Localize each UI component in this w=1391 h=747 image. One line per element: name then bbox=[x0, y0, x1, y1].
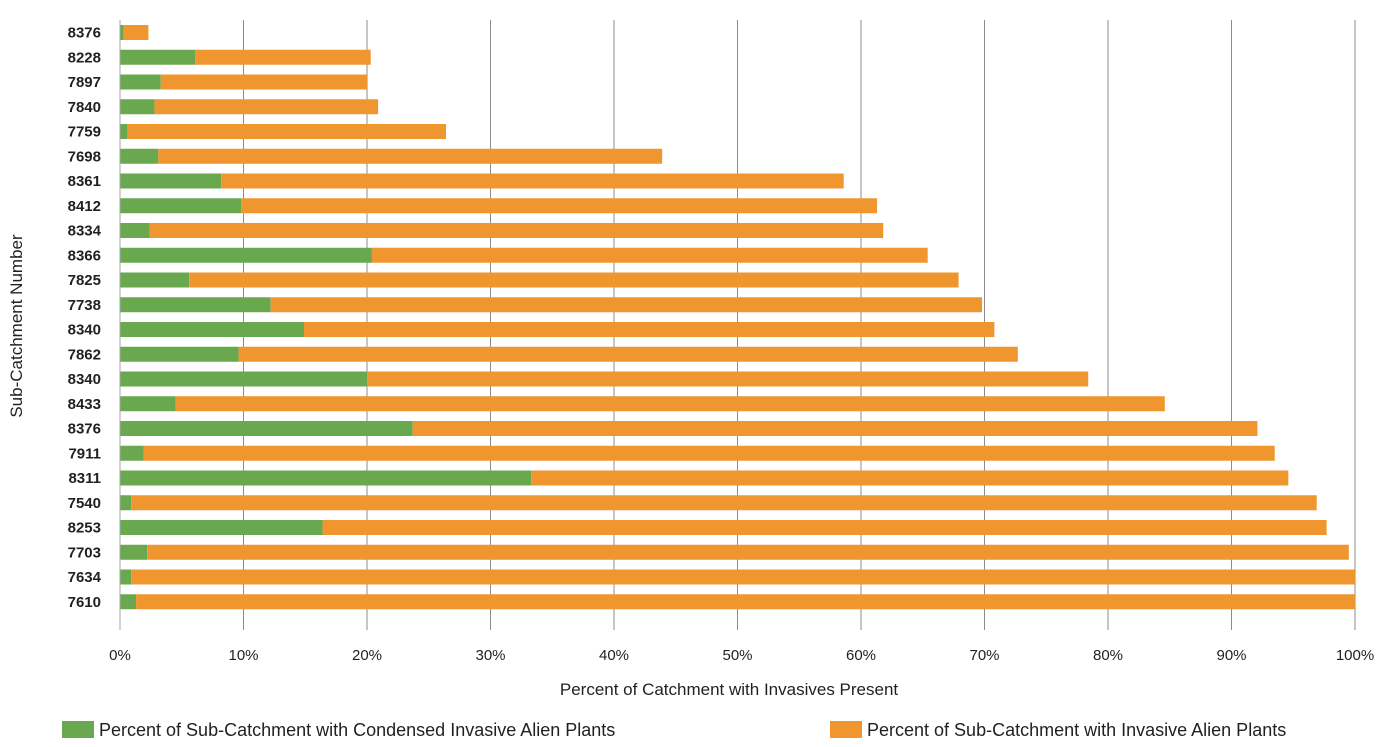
legend-swatch bbox=[62, 721, 94, 738]
bar-segment bbox=[371, 247, 928, 263]
bar-segment bbox=[120, 421, 413, 436]
bar-segment bbox=[175, 396, 1165, 412]
y-tick-label: 7897 bbox=[68, 74, 101, 91]
y-tick-label: 8334 bbox=[68, 223, 102, 240]
x-tick-label: 70% bbox=[969, 647, 999, 664]
bar-segment bbox=[195, 49, 371, 65]
y-tick-label: 8340 bbox=[68, 322, 101, 339]
y-tick-label: 8376 bbox=[68, 421, 101, 438]
bar-segment bbox=[154, 99, 379, 115]
y-tick-label: 7825 bbox=[68, 272, 101, 289]
y-tick-label: 8433 bbox=[68, 396, 101, 413]
x-tick-label: 60% bbox=[846, 647, 876, 664]
bar-segment bbox=[143, 445, 1275, 461]
x-tick-label: 100% bbox=[1336, 647, 1374, 664]
y-tick-label: 8340 bbox=[68, 371, 101, 388]
bar-segment bbox=[120, 49, 196, 65]
y-tick-label: 7703 bbox=[68, 544, 101, 561]
bar-segment bbox=[123, 25, 149, 40]
bar-segment bbox=[270, 297, 983, 313]
y-tick-label: 7911 bbox=[68, 445, 101, 462]
bars bbox=[120, 25, 1356, 610]
bar-segment bbox=[322, 520, 1327, 535]
y-tick-label: 7698 bbox=[68, 148, 101, 165]
bar-segment bbox=[120, 99, 155, 115]
bar-segment bbox=[120, 148, 159, 164]
y-tick-label: 8366 bbox=[68, 247, 101, 264]
bar-segment bbox=[120, 297, 271, 313]
bar-segment bbox=[238, 346, 1018, 362]
bar-segment bbox=[149, 223, 884, 238]
legend-swatch bbox=[830, 721, 862, 738]
bar-segment bbox=[531, 470, 1289, 486]
bar-segment bbox=[127, 124, 447, 139]
bar-segment bbox=[120, 25, 124, 40]
bar-segment bbox=[136, 594, 1356, 610]
bar-segment bbox=[120, 247, 372, 263]
bar-segment bbox=[241, 198, 878, 214]
bar-segment bbox=[147, 544, 1349, 560]
x-tick-label: 0% bbox=[109, 647, 131, 664]
x-tick-label: 40% bbox=[599, 647, 629, 664]
x-tick-label: 10% bbox=[228, 647, 258, 664]
x-tick-label: 80% bbox=[1093, 647, 1123, 664]
bar-segment bbox=[120, 198, 242, 214]
bar-segment bbox=[120, 544, 148, 560]
bar-segment bbox=[131, 569, 1356, 585]
bar-segment bbox=[120, 124, 128, 139]
bar-segment bbox=[367, 371, 1089, 387]
tick-labels: 0% 10% 20% 30% 40% 50% 60% 70% 80% 90% 100% 8376 822… bbox=[68, 25, 1375, 665]
legend-label: Percent of Sub-Catchment with Invasive A… bbox=[867, 720, 1286, 740]
bar-segment bbox=[189, 272, 959, 288]
x-axis-title: Percent of Catchment with Invasives Pres… bbox=[560, 680, 899, 699]
bar-segment bbox=[120, 470, 532, 486]
bar-segment bbox=[120, 569, 132, 585]
y-tick-label: 8376 bbox=[68, 25, 101, 42]
bar-segment bbox=[120, 346, 239, 362]
bar-segment bbox=[120, 396, 176, 412]
bar-segment bbox=[120, 173, 222, 189]
legend-label: Percent of Sub-Catchment with Condensed … bbox=[99, 720, 615, 740]
y-tick-label: 7759 bbox=[68, 124, 101, 141]
legend-item: Percent of Sub-Catchment with Invasive A… bbox=[830, 720, 1286, 740]
bar-segment bbox=[120, 371, 367, 387]
y-tick-label: 8311 bbox=[68, 470, 101, 487]
legend-item: Percent of Sub-Catchment with Condensed … bbox=[62, 720, 615, 740]
y-tick-label: 7610 bbox=[68, 594, 101, 611]
bar-segment bbox=[304, 322, 995, 337]
bar-segment bbox=[158, 148, 663, 164]
y-tick-label: 7738 bbox=[68, 297, 101, 314]
bar-segment bbox=[120, 223, 150, 238]
y-axis-title: Sub-Catchment Number bbox=[7, 234, 26, 418]
bar-segment bbox=[120, 495, 132, 511]
x-tick-label: 50% bbox=[722, 647, 752, 664]
bar-segment bbox=[120, 272, 190, 288]
bar-segment bbox=[412, 421, 1258, 436]
legend: Percent of Sub-Catchment with Condensed … bbox=[62, 720, 1286, 740]
y-tick-label: 8253 bbox=[68, 520, 101, 537]
y-tick-label: 7540 bbox=[68, 495, 101, 512]
x-tick-label: 20% bbox=[352, 647, 382, 664]
bar-segment bbox=[120, 322, 305, 337]
y-tick-label: 7862 bbox=[68, 346, 101, 363]
y-tick-label: 8228 bbox=[68, 49, 101, 66]
bar-segment bbox=[120, 74, 161, 90]
y-tick-label: 8412 bbox=[68, 198, 101, 215]
bar-segment bbox=[131, 495, 1317, 511]
y-tick-label: 7634 bbox=[68, 569, 102, 586]
x-tick-label: 30% bbox=[475, 647, 505, 664]
y-tick-label: 8361 bbox=[68, 173, 101, 190]
bar-segment bbox=[160, 74, 367, 90]
y-tick-label: 7840 bbox=[68, 99, 101, 116]
bar-segment bbox=[221, 173, 844, 189]
bar-segment bbox=[120, 594, 137, 610]
bar-segment bbox=[120, 445, 144, 461]
x-tick-label: 90% bbox=[1216, 647, 1246, 664]
bar-segment bbox=[120, 520, 323, 535]
